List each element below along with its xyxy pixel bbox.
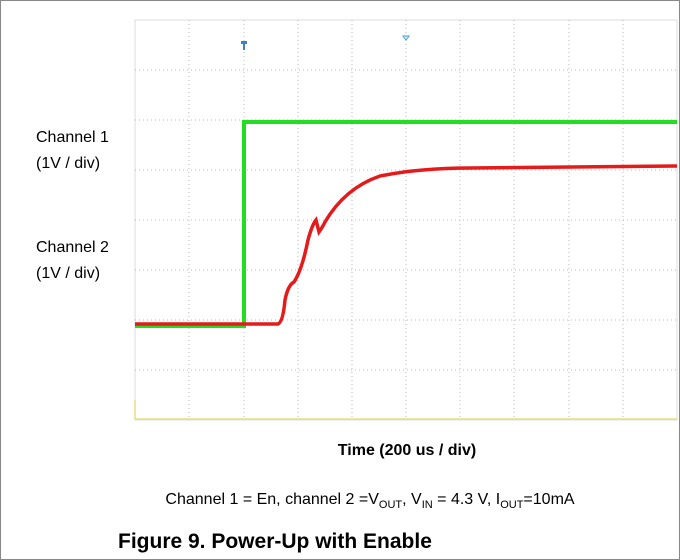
caption-part: Channel 1 = En, channel 2 =V — [165, 491, 379, 508]
channel2-scale: (1V / div) — [36, 265, 100, 282]
channel1-waveform — [135, 120, 677, 328]
channel1-scale: (1V / div) — [36, 155, 100, 172]
caption-sub: OUT — [500, 499, 524, 511]
caption: Channel 1 = En, channel 2 =VOUT, VIN = 4… — [165, 491, 574, 511]
caption-sub: OUT — [379, 499, 403, 511]
caption-part: =10mA — [523, 491, 574, 508]
caption-part: , V — [402, 491, 422, 508]
channel2-label: Channel 2 — [36, 239, 109, 256]
trigger-position — [402, 35, 410, 41]
figure-title: Figure 9. Power-Up with Enable — [118, 530, 432, 553]
caption-sub: IN — [422, 499, 433, 511]
scope-screen — [134, 19, 678, 421]
channel1-label: Channel 1 — [36, 129, 109, 146]
trigger-marker — [241, 41, 247, 50]
time-label: Time (200 us / div) — [338, 442, 476, 459]
caption-part: = 4.3 V, I — [433, 491, 500, 508]
channel2-waveform — [135, 164, 678, 326]
